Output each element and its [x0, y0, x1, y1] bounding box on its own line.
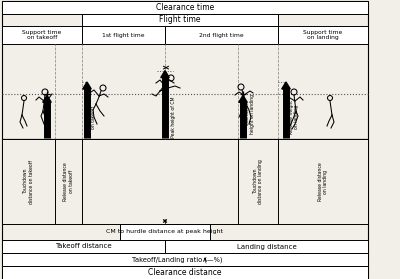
- Polygon shape: [161, 71, 169, 78]
- Text: Release height
on takeoff: Release height on takeoff: [86, 100, 96, 134]
- Bar: [82, 14, 278, 26]
- Polygon shape: [43, 95, 51, 102]
- Bar: [120, 224, 210, 240]
- Bar: [2, 253, 368, 266]
- Bar: [278, 26, 368, 44]
- Bar: [2, 240, 165, 253]
- Text: Takeoff/Landing ratio (—%): Takeoff/Landing ratio (—%): [132, 256, 222, 263]
- Text: Touchdown
distance on landing: Touchdown distance on landing: [253, 159, 263, 204]
- Text: CM to hurdle distance at peak height: CM to hurdle distance at peak height: [106, 230, 224, 235]
- Text: Release height
on landing: Release height on landing: [289, 100, 299, 134]
- Text: Support time
on landing: Support time on landing: [303, 30, 343, 40]
- Text: Support time
on takeoff: Support time on takeoff: [22, 30, 62, 40]
- Polygon shape: [239, 95, 247, 102]
- Text: Release distance
on landing: Release distance on landing: [318, 162, 328, 201]
- Text: Peak height of CM: Peak height of CM: [172, 96, 176, 138]
- Text: Touchdown
distance on takeoff: Touchdown distance on takeoff: [23, 160, 34, 203]
- Polygon shape: [83, 82, 91, 89]
- Text: Takeoff distance: Takeoff distance: [55, 244, 112, 249]
- Text: Clearance distance: Clearance distance: [148, 268, 222, 277]
- Bar: [82, 26, 165, 44]
- Bar: [2, 266, 368, 279]
- Bar: [2, 139, 368, 279]
- Polygon shape: [282, 82, 290, 89]
- Bar: [165, 240, 368, 253]
- Text: 2nd flight time: 2nd flight time: [199, 32, 244, 37]
- Text: 1st flight time: 1st flight time: [102, 32, 145, 37]
- Text: Landing distance: Landing distance: [237, 244, 296, 249]
- Text: Clearance time: Clearance time: [156, 3, 214, 12]
- Text: Flight time: Flight time: [159, 16, 201, 25]
- Bar: [2, 1, 368, 139]
- Bar: [2, 139, 368, 224]
- Bar: [2, 26, 82, 44]
- Bar: [165, 26, 278, 44]
- Text: Touchdown
height on landing: Touchdown height on landing: [245, 94, 256, 134]
- Bar: [2, 1, 368, 14]
- Text: Release distance
on takeoff: Release distance on takeoff: [63, 162, 74, 201]
